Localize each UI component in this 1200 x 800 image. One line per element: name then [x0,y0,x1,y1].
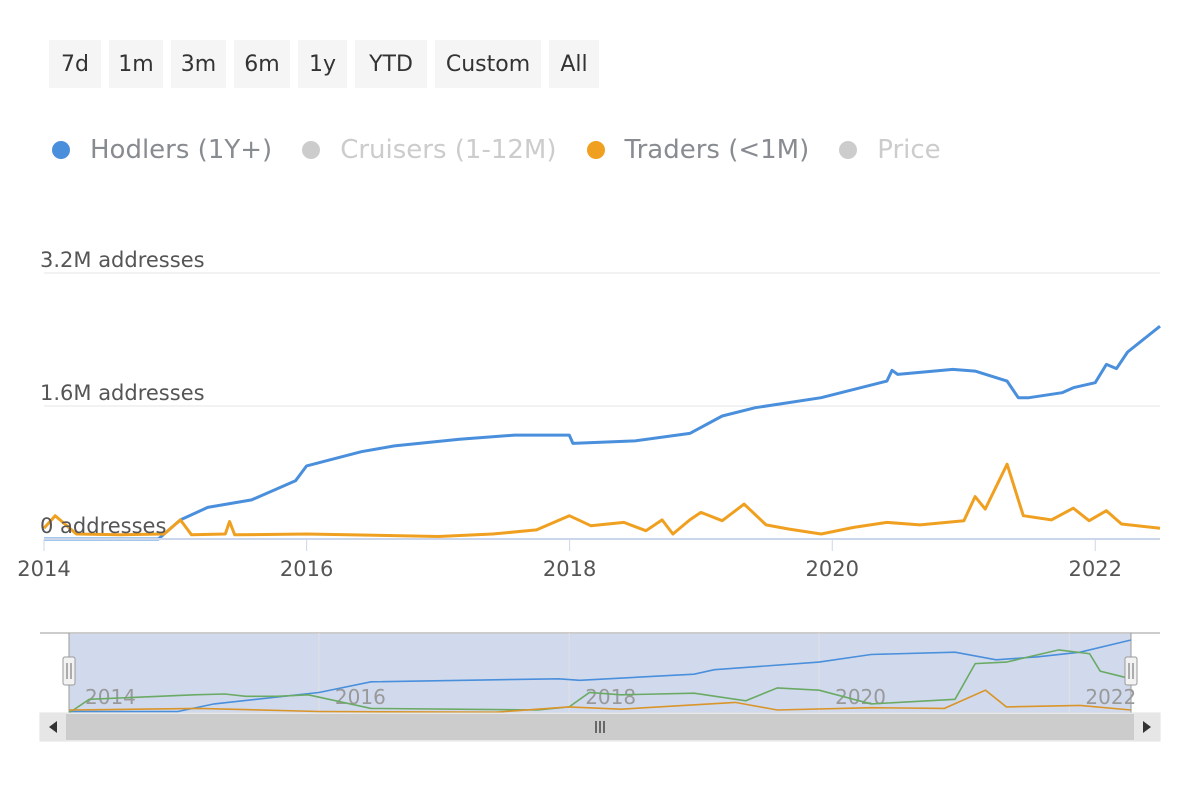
chart-gridlines [44,272,1160,407]
legend-label-hodlers: Hodlers (1Y+) [90,135,273,165]
scroll-left-button[interactable] [40,713,66,741]
range-button-1y[interactable]: 1y [298,40,347,88]
range-button-3m[interactable]: 3m [171,40,226,88]
handle-body[interactable] [1124,656,1138,686]
y-tick-label: 0 addresses [40,514,166,538]
navigator-series-cruisers [68,649,1132,714]
series-line-hodlers [44,325,1161,541]
navigator-left-handle[interactable] [62,656,76,686]
navigator-series-traders [68,689,1132,714]
legend-marker-traders [586,141,605,159]
range-button-7d[interactable]: 7d [49,40,101,88]
x-tick-label: 2022 [1069,557,1122,581]
navigator-background [40,633,1160,713]
chart-series-group [42,325,1161,541]
legend-item-hodlers[interactable]: Hodlers (1Y+) [52,135,272,165]
arrow-right-icon [1143,721,1151,733]
handle-body[interactable] [62,656,76,686]
navigator-right-handle[interactable] [1124,656,1138,686]
x-tick-label: 2018 [543,557,596,581]
y-axis-labels: 0 addresses 1.6M addresses 3.2M addresses [40,248,205,538]
y-tick-label: 3.2M addresses [40,248,205,272]
scrollbar[interactable] [39,712,1161,742]
legend-item-traders[interactable]: Traders (<1M) [586,135,810,165]
navigator[interactable]: 2014 2016 2018 2020 2022 [40,632,1160,714]
legend-marker-price [839,141,858,159]
legend-label-cruisers: Cruisers (1-12M) [340,135,557,165]
range-button-ytd[interactable]: YTD [355,40,427,88]
range-selector: 7d 1m 3m 6m 1y YTD Custom All [49,40,599,88]
scroll-right-button[interactable] [1134,713,1160,741]
series-line-traders [42,462,1161,538]
x-tick-label: 2016 [280,557,333,581]
navigator-tick-label: 2018 [585,685,636,709]
legend-item-cruisers[interactable]: Cruisers (1-12M) [302,135,557,165]
range-button-custom[interactable]: Custom [435,40,541,88]
range-button-6m[interactable]: 6m [234,40,290,88]
x-axis: 2014 2016 2018 2020 2022 [17,538,1160,581]
x-tick-label: 2020 [806,557,859,581]
chart-legend: Hodlers (1Y+) Cruisers (1-12M) Traders (… [52,130,971,170]
legend-item-price[interactable]: Price [839,135,941,165]
arrow-left-icon [49,721,57,733]
y-tick-label: 1.6M addresses [40,381,205,405]
range-button-all[interactable]: All [549,40,599,88]
navigator-tick-label: 2016 [335,685,386,709]
legend-label-price: Price [877,135,941,165]
x-tick-label: 2014 [17,557,70,581]
legend-marker-hodlers [52,141,70,159]
navigator-series-hodlers [69,639,1132,713]
navigator-tick-label: 2022 [1085,685,1136,709]
range-button-1m[interactable]: 1m [109,40,163,88]
legend-label-traders: Traders (<1M) [624,135,810,165]
legend-marker-cruisers [302,141,321,159]
